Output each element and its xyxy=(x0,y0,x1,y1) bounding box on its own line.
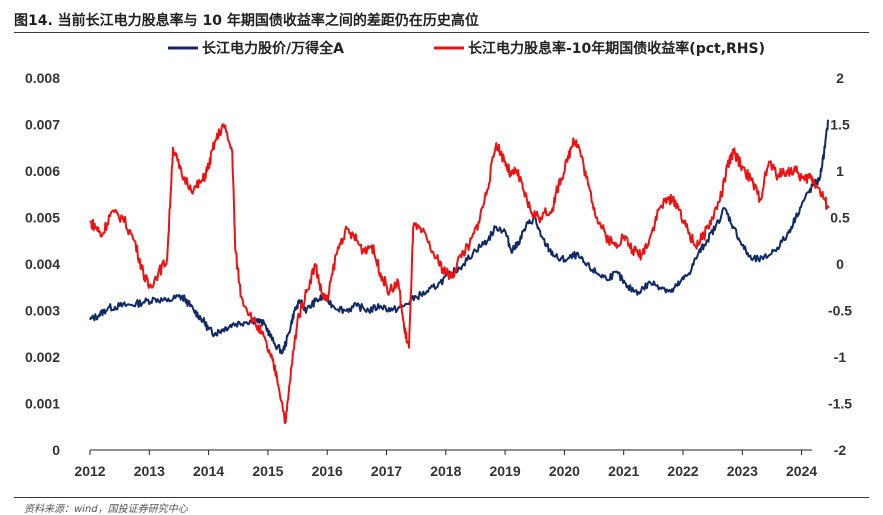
y-left-tick-label: 0.006 xyxy=(25,163,60,179)
series-line-stock-ratio xyxy=(89,119,830,355)
chart-title: 图14. 当前长江电力股息率与 10 年期国债收益率之间的差距仍在历史高位 xyxy=(14,13,479,29)
y-right-tick-label: -1.5 xyxy=(828,396,852,412)
title-divider xyxy=(14,32,869,33)
y-left-tick-label: 0.003 xyxy=(25,303,60,319)
source-note: 资料来源：wind，国投证券研究中心 xyxy=(24,504,188,515)
x-tick-label: 2015 xyxy=(252,463,283,479)
x-tick-label: 2016 xyxy=(312,463,343,479)
series-line-yield-spread xyxy=(89,123,830,424)
y-right-tick-label: 0 xyxy=(836,256,844,272)
x-tick-label: 2023 xyxy=(727,463,758,479)
y-right-tick-label: 1.5 xyxy=(830,117,850,133)
x-tick-label: 2019 xyxy=(490,463,521,479)
y-right-tick-label: 2 xyxy=(836,70,844,86)
x-tick-label: 2024 xyxy=(786,463,817,479)
y-left-tick-label: 0.008 xyxy=(25,70,60,86)
x-tick-label: 2013 xyxy=(134,463,165,479)
y-right-tick-label: -2 xyxy=(834,442,847,458)
y-left-tick-label: 0.007 xyxy=(25,117,60,133)
legend-label-stock-ratio: 长江电力股价/万得全A xyxy=(202,40,344,57)
x-tick-label: 2020 xyxy=(549,463,580,479)
y-left-tick-label: 0.001 xyxy=(25,396,60,412)
legend-label-yield-spread: 长江电力股息率-10年期国债收益率(pct,RHS) xyxy=(468,40,765,57)
x-tick-label: 2021 xyxy=(608,463,639,479)
y-left-tick-label: 0.005 xyxy=(25,210,60,226)
x-tick-label: 2012 xyxy=(74,463,105,479)
x-tick-label: 2018 xyxy=(430,463,461,479)
x-tick-label: 2014 xyxy=(193,463,224,479)
x-tick-label: 2017 xyxy=(371,463,402,479)
x-tick-label: 2022 xyxy=(667,463,698,479)
y-right-tick-label: -0.5 xyxy=(828,303,852,319)
y-left-tick-label: 0 xyxy=(52,442,60,458)
y-right-tick-label: 1 xyxy=(836,163,844,179)
footer-divider xyxy=(14,497,869,498)
y-left-tick-label: 0.004 xyxy=(25,256,60,272)
legend: 长江电力股价/万得全A 长江电力股息率-10年期国债收益率(pct,RHS) xyxy=(168,40,765,57)
y-right-tick-label: -1 xyxy=(834,349,847,365)
y-left-tick-label: 0.002 xyxy=(25,349,60,365)
y-right-tick-label: 0.5 xyxy=(830,210,850,226)
